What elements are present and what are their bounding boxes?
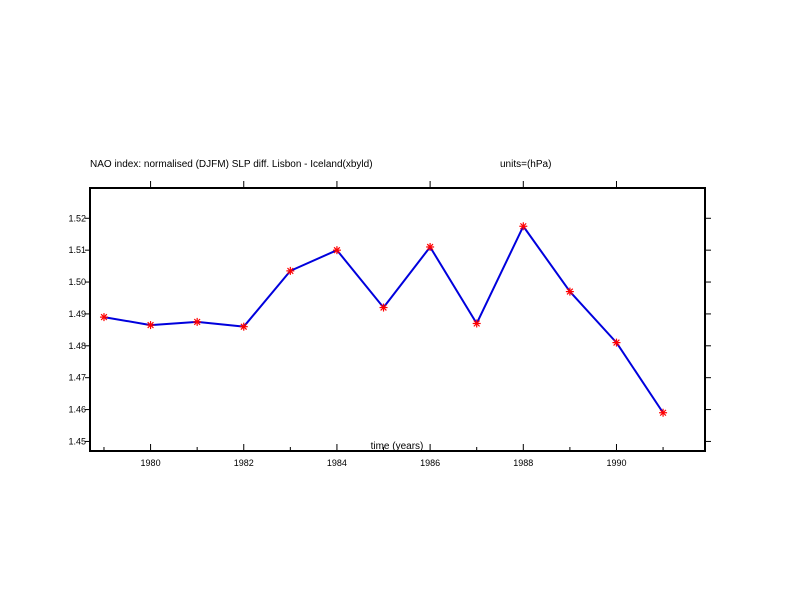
data-point-marker [612,338,621,347]
x-tick-label: 1980 [141,458,161,468]
plot-area-frame [89,187,706,452]
x-tick-label: 1990 [606,458,626,468]
units-label: units=(hPa) [500,159,551,170]
x-tick-label: 1984 [327,458,347,468]
data-point-marker [286,266,295,275]
chart-title: NAO index: normalised (DJFM) SLP diff. L… [90,159,373,170]
data-point-marker [99,313,108,322]
x-tick-label: 1982 [234,458,254,468]
data-point-marker [565,287,574,296]
y-tick-label: 1.52 [68,213,86,223]
data-point-marker [193,317,202,326]
data-point-marker [332,246,341,255]
y-tick-label: 1.51 [68,245,86,255]
data-point-marker [659,408,668,417]
series-layer [99,222,668,417]
y-tick-label: 1.46 [68,405,86,415]
y-tick-label: 1.50 [68,277,86,287]
data-point-marker [146,321,155,330]
data-point-marker [239,322,248,331]
axis-ticks: 1980 1982 1984 1986 1988 1990 1.45 1.46 1.47 1.48… [68,181,711,468]
y-tick-label: 1.49 [68,309,86,319]
x-tick-label: 1988 [513,458,533,468]
y-tick-label: 1.47 [68,373,86,383]
y-tick-label: 1.48 [68,341,86,351]
series-line [103,225,664,414]
data-point-marker [472,319,481,328]
data-point-marker [426,242,435,251]
x-axis-label: time (years) [371,441,424,452]
x-tick-label: 1986 [420,458,440,468]
data-point-marker [379,303,388,312]
data-point-marker [519,222,528,231]
y-tick-label: 1.45 [68,436,86,446]
